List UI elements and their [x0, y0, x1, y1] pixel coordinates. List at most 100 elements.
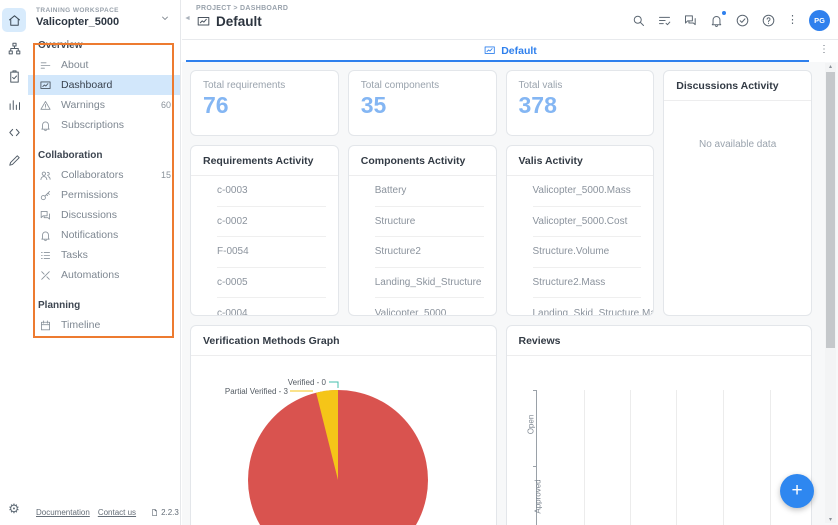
documentation-link[interactable]: Documentation: [36, 508, 90, 517]
discussions-icon[interactable]: [683, 13, 698, 28]
pie-slice-partial-verified: [316, 390, 339, 480]
total-components-card: Total components 35: [347, 70, 497, 136]
checklist-icon: [39, 249, 61, 262]
verification-methods-card: Verification Methods Graph Verified - 0 …: [190, 325, 497, 525]
sidebar-item-label: About: [61, 59, 89, 71]
tab-default[interactable]: Default: [483, 41, 537, 60]
axis-tick: [532, 466, 537, 467]
sidebar-item-collaborators[interactable]: Collaborators 15: [28, 165, 180, 185]
list-item[interactable]: Structure.Volume: [532, 237, 642, 268]
list-item[interactable]: c-0003: [217, 176, 326, 207]
card-label: Total valis: [518, 80, 563, 91]
scroll-down-icon[interactable]: ▾: [828, 517, 832, 523]
vertical-scrollbar[interactable]: ▴ ▾: [825, 63, 836, 523]
card-label: Total requirements: [203, 80, 286, 91]
sidebar-item-label: Automations: [61, 269, 120, 281]
dashboard-tab-bar: Default ⋮: [182, 40, 838, 62]
verified-callout-line: [329, 381, 339, 388]
collaborators-count-badge: 15: [160, 170, 171, 180]
sidebar-item-label: Notifications: [61, 229, 119, 241]
warnings-count-badge: 60: [160, 100, 171, 110]
scrollbar-thumb[interactable]: [826, 72, 835, 348]
list-item[interactable]: Landing_Skid_Structure.Mass: [532, 308, 655, 316]
rail-scripting-button[interactable]: [2, 120, 26, 144]
sidebar-item-subscriptions[interactable]: Subscriptions: [28, 115, 180, 135]
list-item[interactable]: Battery: [374, 176, 484, 207]
notification-dot: [722, 10, 726, 15]
rail-product-tree-button[interactable]: [2, 36, 26, 60]
card-title: Reviews: [506, 326, 811, 356]
sidebar-item-label: Dashboard: [61, 79, 113, 91]
card-title: Verification Methods Graph: [191, 326, 496, 356]
sort-lines-icon: [39, 59, 61, 72]
rail-requirements-button[interactable]: [2, 64, 26, 88]
list-item[interactable]: c-0005: [217, 268, 326, 299]
total-valis-card: Total valis 378: [505, 70, 655, 136]
sidebar-item-tasks[interactable]: Tasks: [28, 245, 180, 265]
settings-gear-icon[interactable]: ⚙: [8, 501, 20, 516]
workspace-selector[interactable]: TRAINING WORKSPACE Valicopter_5000: [28, 0, 180, 28]
requirements-activity-card: Requirements Activity c-0003 c-0002 F-00…: [190, 145, 339, 316]
add-widget-fab[interactable]: +: [780, 474, 814, 508]
icon-rail: ⚙: [0, 0, 28, 525]
sidebar-item-label: Collaborators: [61, 169, 124, 181]
help-circle-icon[interactable]: [761, 13, 776, 28]
collapse-sidebar-icon[interactable]: ◄: [184, 15, 191, 22]
breadcrumb: PROJECT > DASHBOARD: [196, 5, 289, 12]
list-item[interactable]: Valicopter_5000.Cost: [532, 207, 642, 238]
rail-home-button[interactable]: [2, 8, 26, 32]
list-item[interactable]: F-0054: [217, 237, 326, 268]
top-bar: ◄ PROJECT > DASHBOARD Default ⋮ PG: [182, 0, 838, 40]
list-item[interactable]: Structure2: [374, 237, 484, 268]
sidebar-item-automations[interactable]: Automations: [28, 265, 180, 285]
dashboard-icon: [196, 14, 211, 29]
approvals-check-circle-icon[interactable]: [735, 13, 750, 28]
home-icon: [7, 13, 22, 28]
sidebar-item-about[interactable]: About: [28, 55, 180, 75]
sidebar-item-notifications[interactable]: Notifications: [28, 225, 180, 245]
bar-chart-icon: [7, 97, 22, 112]
sidebar-item-permissions[interactable]: Permissions: [28, 185, 180, 205]
gridline: [675, 390, 677, 525]
topbar-actions: ⋮ PG: [631, 0, 830, 40]
list-item[interactable]: Valicopter_5000: [374, 308, 447, 316]
total-requirements-card: Total requirements 76: [190, 70, 339, 136]
section-title-collaboration: Collaboration: [38, 150, 103, 161]
rail-design-button[interactable]: [2, 148, 26, 172]
people-icon: [39, 169, 61, 182]
sidebar-item-warnings[interactable]: Warnings 60: [28, 95, 180, 115]
list-item[interactable]: Structure2.Mass: [532, 268, 642, 299]
key-icon: [39, 189, 61, 202]
sidebar-item-discussions[interactable]: Discussions: [28, 205, 180, 225]
tab-label: Default: [501, 44, 537, 57]
sidebar-item-label: Tasks: [61, 249, 88, 261]
list-item[interactable]: Valicopter_5000.Mass: [532, 176, 642, 207]
notifications-bell-icon[interactable]: [709, 10, 726, 28]
list-item[interactable]: c-0002: [217, 207, 326, 238]
axis-tick: [532, 390, 537, 391]
list-item[interactable]: c-0004: [217, 308, 248, 316]
scroll-up-icon[interactable]: ▴: [828, 64, 832, 70]
user-avatar[interactable]: PG: [809, 9, 830, 31]
sidebar-item-dashboard[interactable]: Dashboard: [28, 75, 180, 95]
search-icon[interactable]: [631, 13, 646, 28]
list-item[interactable]: Landing_Skid_Structure: [374, 268, 484, 299]
contact-us-link[interactable]: Contact us: [97, 508, 137, 517]
section-title-planning: Planning: [38, 300, 81, 311]
sidebar-item-label: Subscriptions: [61, 119, 125, 131]
product-tree-icon: [7, 41, 22, 56]
card-title: Valis Activity: [506, 146, 654, 176]
verification-pie-chart: Verified - 0 Partial Verified - 3: [225, 378, 429, 525]
tab-options-kebab-icon[interactable]: ⋮: [819, 44, 829, 55]
sidebar-item-timeline[interactable]: Timeline: [28, 315, 180, 335]
dashboard-icon: [39, 79, 61, 92]
card-title: Components Activity: [348, 146, 496, 176]
page-heading: PROJECT > DASHBOARD Default: [196, 5, 288, 29]
sidebar: TRAINING WORKSPACE Valicopter_5000 Overv…: [28, 0, 181, 525]
category-label-open: Open: [525, 414, 535, 435]
rail-analysis-button[interactable]: [2, 92, 26, 116]
playlist-check-icon[interactable]: [657, 13, 672, 28]
kebab-menu-icon[interactable]: ⋮: [787, 13, 798, 26]
partial-callout-label: Partial Verified - 3: [225, 387, 289, 396]
list-item[interactable]: Structure: [374, 207, 484, 238]
